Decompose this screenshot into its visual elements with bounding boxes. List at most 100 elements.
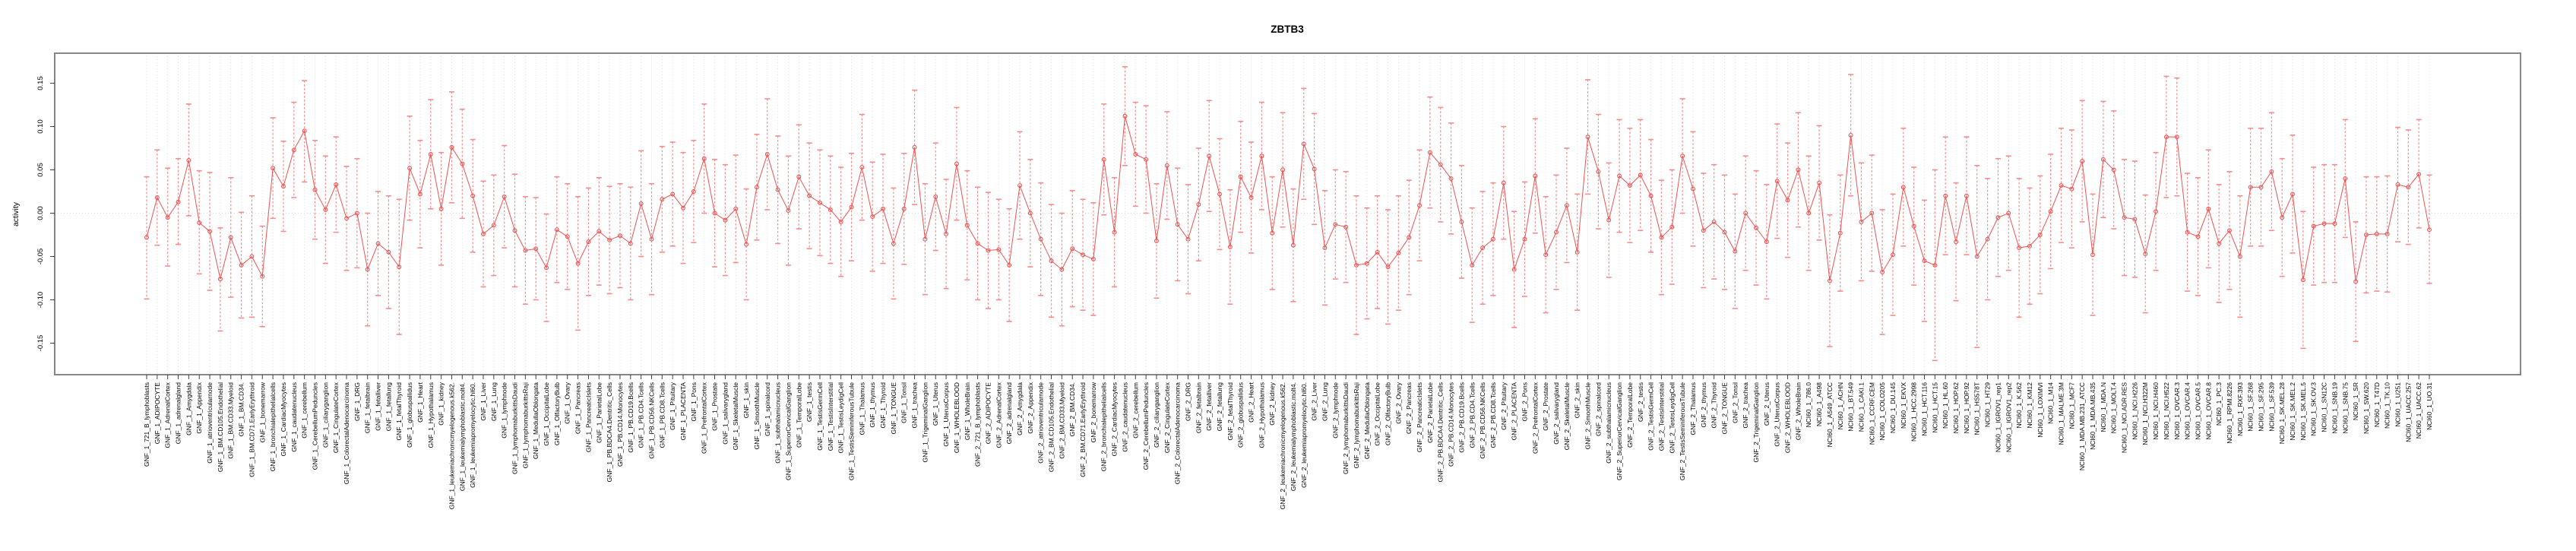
data-point bbox=[1343, 224, 1349, 230]
data-point bbox=[271, 166, 276, 171]
data-point bbox=[1333, 222, 1338, 227]
data-point bbox=[1564, 203, 1569, 208]
x-tick-label: GNF_2_Pancreas bbox=[1405, 382, 1413, 434]
x-tick-label: NCI60_1_U251 bbox=[2394, 382, 2401, 427]
x-tick-label: GNF_2_CingulateCortex bbox=[1163, 382, 1171, 453]
data-point bbox=[2258, 185, 2264, 190]
data-point bbox=[796, 174, 802, 179]
data-point bbox=[344, 216, 349, 221]
x-tick-label: GNF_2_PB.CD19.Bcells bbox=[1457, 382, 1465, 453]
x-tick-label: NCI60_1_SNB.19 bbox=[2331, 382, 2338, 434]
x-tick-label: GNF_2_PB.CD56.NKCells bbox=[1479, 382, 1486, 459]
data-point bbox=[807, 193, 812, 198]
x-tick-label: GNF_1_thymus bbox=[869, 382, 876, 428]
x-tick-label: GNF_2_BM.CD71.EarlyErythroid bbox=[1079, 382, 1087, 477]
data-point bbox=[933, 194, 938, 199]
data-point bbox=[1270, 230, 1275, 236]
data-point bbox=[901, 206, 907, 211]
x-tick-label: GNF_2_fetalbrain bbox=[1195, 382, 1202, 433]
data-point bbox=[1290, 242, 1296, 248]
data-point bbox=[217, 277, 223, 282]
plot-box bbox=[54, 52, 2521, 375]
x-tick-label: GNF_1_lymphnode bbox=[501, 382, 508, 439]
error-bars bbox=[144, 66, 2432, 362]
data-point bbox=[1954, 239, 1959, 245]
x-tick-label: GNF_2_Lung bbox=[1321, 382, 1328, 421]
x-tick-label: GNF_2_lymphnode bbox=[1331, 382, 1339, 439]
data-point bbox=[628, 241, 633, 246]
data-point bbox=[2290, 192, 2295, 197]
data-point bbox=[1417, 203, 1422, 208]
x-tick-label: GNF_1_PB.CD14.Monocytes bbox=[616, 382, 624, 467]
x-tick-label: GNF_2_atrioventricularnode bbox=[1037, 382, 1045, 464]
x-tick-label: GNF_2_TONGUE bbox=[1720, 382, 1728, 435]
x-tick-label: GNF_2_fetallung bbox=[1216, 382, 1223, 432]
x-tick-label: GNF_2_Pituitary bbox=[1500, 382, 1508, 430]
x-tick-label: GNF_1_SmoothMuscle bbox=[753, 382, 761, 450]
data-point bbox=[1375, 249, 1380, 255]
data-point bbox=[334, 182, 339, 187]
data-point bbox=[2321, 221, 2327, 226]
x-tick-label: GNF_1_PB.CD8.Tcells bbox=[658, 382, 666, 448]
y-tick-label: -0.15 bbox=[36, 335, 45, 352]
data-point bbox=[1448, 176, 1454, 181]
x-tick-label: NCI60_1_MALME.3M bbox=[2057, 382, 2065, 445]
y-axis-ticks bbox=[50, 83, 55, 344]
data-point bbox=[881, 206, 885, 211]
data-point bbox=[1007, 262, 1012, 268]
x-tick-label: GNF_2_lymphomaburkittsRaji bbox=[1353, 382, 1360, 468]
data-point bbox=[649, 236, 654, 242]
x-tick-label: GNF_1_Tonsil bbox=[900, 382, 908, 423]
data-point bbox=[1407, 235, 1412, 240]
data-point bbox=[302, 128, 307, 134]
data-point bbox=[996, 247, 1002, 252]
x-tick-label: GNF_2_PB.CD14.Monocytes bbox=[1448, 382, 1455, 467]
x-tick-label: GNF_1_Heart bbox=[416, 382, 424, 423]
data-point bbox=[964, 223, 970, 228]
data-point bbox=[1154, 239, 1159, 243]
data-point bbox=[512, 228, 517, 233]
x-tick-label: NCI60_1_HCC.2998 bbox=[1910, 382, 1918, 442]
data-point bbox=[1911, 223, 1916, 229]
x-tick-label: NCI60_1_SF.539 bbox=[2267, 382, 2275, 432]
x-tick-label: GNF_1_UterusCorpus bbox=[942, 382, 950, 447]
x-tick-label: GNF_2_OccipitalLobe bbox=[1374, 382, 1381, 446]
x-tick-label: GNF_2_ParietalLobe bbox=[1426, 382, 1434, 443]
x-tick-label: NCI60_1_SW.620 bbox=[2362, 382, 2370, 434]
data-point bbox=[2269, 169, 2274, 174]
y-tick-label: 0.10 bbox=[36, 119, 45, 134]
x-tick-label: GNF_2_PancreaticIslets bbox=[1416, 382, 1423, 452]
data-point bbox=[239, 262, 244, 268]
x-tick-label: NCI60_1_MDA.MB.231_ATCC bbox=[2078, 382, 2086, 470]
data-point bbox=[1090, 256, 1096, 261]
data-point bbox=[1796, 167, 1801, 173]
x-tick-label: NCI60_1_786.0 bbox=[1805, 382, 1812, 428]
data-point bbox=[2090, 252, 2095, 258]
data-point bbox=[2416, 172, 2422, 177]
data-point bbox=[1848, 132, 1853, 138]
x-tick-label: GNF_2_subthalamicnucleus bbox=[1605, 382, 1612, 464]
x-tick-label: GNF_2_fetalThyroid bbox=[1226, 382, 1234, 441]
x-tick-label: GNF_1_TestisLeydigCell bbox=[837, 382, 845, 454]
x-tick-label: NCI60_1_OVCAR.3 bbox=[2173, 382, 2181, 440]
x-tick-label: GNF_1_PancreaticIslets bbox=[584, 382, 592, 452]
x-tick-label: NCI60_1_K.562 bbox=[2015, 382, 2023, 429]
data-point bbox=[1059, 267, 1065, 272]
x-tick-label: NCI60_1_HL.60 bbox=[1941, 382, 1949, 429]
data-point bbox=[544, 265, 549, 271]
data-point bbox=[691, 189, 696, 194]
data-point bbox=[2143, 252, 2148, 257]
x-tick-label: NCI60_1_HT29 bbox=[1984, 382, 1992, 427]
x-tick-label: GNF_2_PB.BDCA4.Dentritic_Cells bbox=[1437, 382, 1445, 482]
data-point bbox=[660, 197, 665, 202]
data-point bbox=[144, 235, 149, 240]
data-point bbox=[2363, 233, 2369, 237]
x-tick-label: GNF_2_TestisSeminiferousTubule bbox=[1679, 382, 1686, 480]
data-point bbox=[2174, 135, 2179, 140]
data-point bbox=[2048, 209, 2053, 214]
data-point bbox=[1806, 211, 1812, 216]
data-point bbox=[764, 152, 770, 157]
data-point bbox=[870, 214, 875, 220]
data-point bbox=[2395, 182, 2400, 187]
data-point bbox=[228, 235, 233, 240]
